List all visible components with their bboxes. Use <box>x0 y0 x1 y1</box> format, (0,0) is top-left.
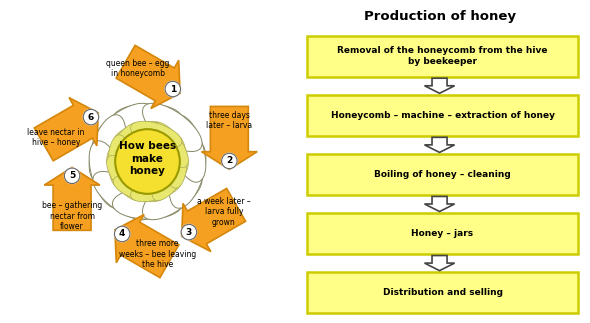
Polygon shape <box>424 137 455 152</box>
Text: Boiling of honey – cleaning: Boiling of honey – cleaning <box>374 170 511 179</box>
FancyBboxPatch shape <box>307 272 578 313</box>
Polygon shape <box>44 167 100 230</box>
Ellipse shape <box>169 141 206 208</box>
Ellipse shape <box>165 135 187 188</box>
Circle shape <box>165 81 181 97</box>
Polygon shape <box>424 78 455 93</box>
Ellipse shape <box>130 121 182 148</box>
Text: bee – gathering
nectar from
flower: bee – gathering nectar from flower <box>42 201 102 231</box>
Ellipse shape <box>169 115 206 182</box>
Text: three more
weeks – bee leaving
the hive: three more weeks – bee leaving the hive <box>119 239 196 269</box>
FancyBboxPatch shape <box>307 36 578 77</box>
Circle shape <box>114 226 130 242</box>
Ellipse shape <box>142 103 202 151</box>
FancyBboxPatch shape <box>307 213 578 254</box>
Ellipse shape <box>142 172 202 220</box>
Text: 4: 4 <box>119 229 125 238</box>
Ellipse shape <box>89 141 126 208</box>
Ellipse shape <box>112 188 183 219</box>
Ellipse shape <box>130 175 182 202</box>
Text: Honeycomb – machine – extraction of honey: Honeycomb – machine – extraction of hone… <box>330 111 555 120</box>
Ellipse shape <box>108 135 130 188</box>
Polygon shape <box>34 98 99 161</box>
Text: 5: 5 <box>69 171 75 180</box>
Ellipse shape <box>107 122 143 168</box>
Polygon shape <box>202 106 257 169</box>
Text: Removal of the honeycomb from the hive
by beekeeper: Removal of the honeycomb from the hive b… <box>337 46 548 66</box>
Ellipse shape <box>93 103 153 151</box>
Circle shape <box>222 153 237 169</box>
Polygon shape <box>116 45 180 109</box>
Ellipse shape <box>93 172 153 220</box>
Text: 2: 2 <box>226 156 232 165</box>
Ellipse shape <box>107 155 143 201</box>
Polygon shape <box>115 214 179 278</box>
Ellipse shape <box>113 175 165 202</box>
Text: Production of honey: Production of honey <box>363 10 516 23</box>
Text: Distribution and selling: Distribution and selling <box>382 288 503 297</box>
Ellipse shape <box>89 115 126 182</box>
Text: 1: 1 <box>170 85 176 94</box>
Circle shape <box>115 129 180 194</box>
Text: queen bee – egg
in honeycomb: queen bee – egg in honeycomb <box>106 59 169 78</box>
FancyBboxPatch shape <box>307 154 578 195</box>
Polygon shape <box>182 188 245 252</box>
Text: leave nectar in
hive – honey: leave nectar in hive – honey <box>27 128 84 147</box>
Ellipse shape <box>152 155 188 201</box>
Text: How bees
make
honey: How bees make honey <box>119 141 176 176</box>
Circle shape <box>83 109 99 125</box>
Ellipse shape <box>113 121 165 148</box>
Text: 3: 3 <box>186 228 192 237</box>
Polygon shape <box>424 255 455 271</box>
Text: 6: 6 <box>88 113 94 121</box>
Text: Honey – jars: Honey – jars <box>411 229 474 238</box>
Text: three days
later – larva: three days later – larva <box>206 111 253 130</box>
Circle shape <box>181 224 196 240</box>
Ellipse shape <box>152 122 188 168</box>
Circle shape <box>64 168 80 183</box>
Text: a week later –
larva fully
grown: a week later – larva fully grown <box>197 197 251 227</box>
FancyBboxPatch shape <box>307 95 578 136</box>
Polygon shape <box>424 196 455 212</box>
Ellipse shape <box>112 104 183 135</box>
